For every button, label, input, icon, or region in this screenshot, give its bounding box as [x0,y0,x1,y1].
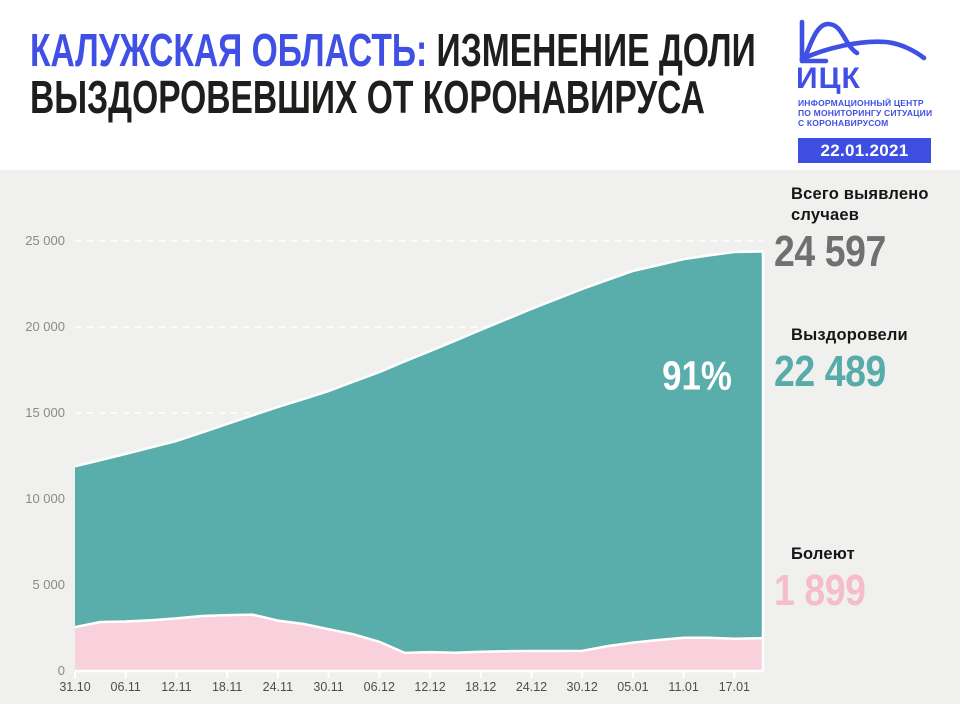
edge-sick [74,613,763,655]
stat-sick-label: Болеют [791,545,855,563]
date-badge: 22.01.2021 [798,138,931,163]
title-region: КАЛУЖСКАЯ ОБЛАСТЬ: [30,24,428,76]
icc-logo-subtitle-line: С КОРОНАВИРУСОМ [798,118,889,128]
share-percentage-label: 91% [662,352,732,399]
icc-logo-subtitle: ИНФОРМАЦИОННЫЙ ЦЕНТР ПО МОНИТОРИНГУ СИТУ… [798,98,932,128]
stats-panel: Всего выявлено случаев 24 597 Выздоровел… [774,170,960,704]
x-axis-label: 06.11 [110,680,141,694]
edge-recovered [74,250,763,468]
icc-logo-abbr: ИЦК [796,62,861,95]
y-axis-label: 20 000 [25,319,65,334]
x-axis-label: 06.12 [363,680,395,694]
area-recovered [75,251,763,653]
title-line1-rest: ИЗМЕНЕНИЕ ДОЛИ [436,24,756,76]
stacked-area-chart [74,240,765,678]
x-axis-label: 30.11 [313,680,344,694]
logo-flat-curve [799,39,927,62]
x-axis-label: 24.11 [262,680,294,694]
stat-recovered-value: 22 489 [774,347,886,396]
icc-logo-subtitle-line: ИНФОРМАЦИОННЫЙ ЦЕНТР [798,98,924,108]
x-axis-label: 18.11 [211,680,243,694]
stat-recovered-label: Выздоровели [791,326,908,344]
y-axis-label: 0 [57,663,65,678]
icc-logo-icon [799,19,927,64]
stat-total-value: 24 597 [774,227,886,276]
x-axis-label: 11.01 [668,680,699,694]
y-axis-label: 25 000 [25,233,65,248]
area-sick [75,614,763,671]
x-axis-label: 18.12 [465,680,497,694]
x-axis-label: 31.10 [59,680,91,694]
x-axis-label: 17.01 [718,680,750,694]
x-axis-label: 24.12 [515,680,548,694]
stat-sick: Болеют 1 899 [774,544,960,614]
stat-total-cases: Всего выявлено случаев 24 597 [774,184,960,275]
stat-sick-value: 1 899 [774,566,866,615]
chart-board: 0 5 000 10 000 15 000 20 000 25 000 31.10 06.11… [0,170,960,704]
header: КАЛУЖСКАЯ ОБЛАСТЬ: ИЗМЕНЕНИЕ ДОЛИ ВЫЗДОРО… [0,0,960,170]
y-axis-label: 10 000 [25,491,65,506]
icc-logo-subtitle-line: ПО МОНИТОРИНГУ СИТУАЦИИ [798,108,933,118]
page-title: КАЛУЖСКАЯ ОБЛАСТЬ: ИЗМЕНЕНИЕ ДОЛИ ВЫЗДОРО… [30,27,756,121]
y-axis-label: 5 000 [32,577,65,592]
title-line2: ВЫЗДОРОВЕВШИХ ОТ КОРОНАВИРУСА [30,71,705,123]
x-axis-label: 30.12 [566,680,598,694]
x-axis-label: 12.11 [161,680,192,694]
x-axis-label: 05.01 [617,680,649,694]
y-axis-label: 15 000 [25,405,65,420]
stat-recovered: Выздоровели 22 489 [774,325,960,395]
x-axis-label: 12.12 [414,680,446,694]
stat-total-label: Всего выявлено случаев [791,185,929,224]
